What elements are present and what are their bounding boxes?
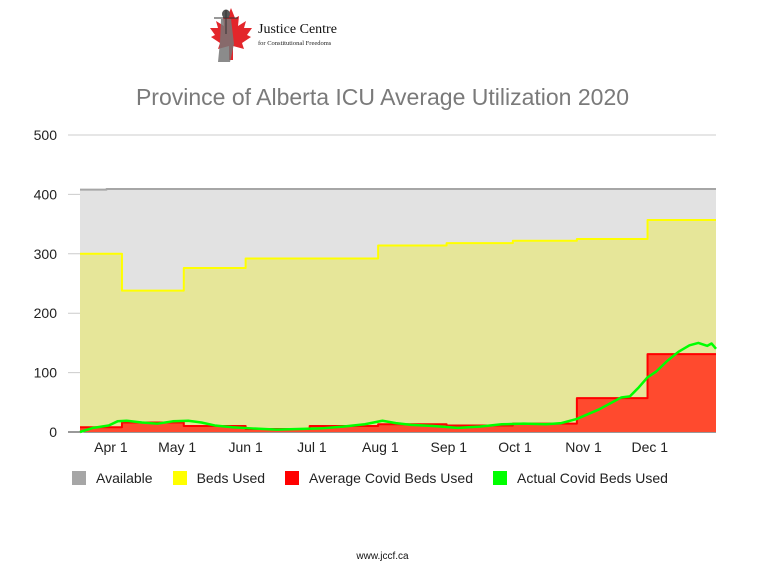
legend-swatch bbox=[285, 471, 300, 485]
legend-label: Actual Covid Beds Used bbox=[517, 470, 668, 486]
available-line bbox=[80, 188, 716, 191]
actual-covid-beds-used-line bbox=[79, 341, 717, 434]
legend-swatch bbox=[172, 471, 187, 485]
x-tick-label: Jun 1 bbox=[229, 439, 263, 455]
y-tick-label: 200 bbox=[34, 305, 58, 321]
legend-swatch bbox=[72, 471, 86, 485]
justice-maple-leaf-icon bbox=[210, 8, 252, 62]
y-tick-label: 300 bbox=[34, 246, 58, 262]
x-tick-label: Jul 1 bbox=[297, 439, 327, 455]
logo-title: Justice Centre bbox=[258, 22, 337, 37]
x-tick-label: Oct 1 bbox=[498, 439, 532, 455]
average-covid-beds-used-area bbox=[80, 354, 716, 432]
justice-centre-logo: Justice Centre for Constitutional Freedo… bbox=[204, 4, 364, 64]
x-tick-label: Sep 1 bbox=[430, 439, 467, 455]
footer-url: www.jccf.ca bbox=[356, 551, 409, 562]
legend-label: Average Covid Beds Used bbox=[309, 470, 473, 486]
x-tick-label: Apr 1 bbox=[94, 439, 128, 455]
y-tick-label: 100 bbox=[34, 365, 58, 381]
legend-swatch bbox=[493, 471, 507, 485]
beds-used-line bbox=[80, 218, 716, 292]
y-tick-label: 400 bbox=[34, 186, 58, 202]
x-tick-label: Aug 1 bbox=[362, 439, 399, 455]
legend-label: Beds Used bbox=[196, 470, 266, 486]
legend-item-average-covid-beds-used: Average Covid Beds Used bbox=[285, 470, 473, 486]
icu-utilization-chart: 0 100 200 300 400 500 Apr 1 May 1 Jun 1 Jul 1 Aug … bbox=[34, 127, 717, 455]
legend-label: Available bbox=[96, 470, 153, 486]
average-covid-beds-used-line bbox=[80, 353, 716, 431]
legend-item-available: Available bbox=[72, 470, 153, 486]
chart-title: Province of Alberta ICU Average Utilizat… bbox=[135, 84, 630, 110]
legend-item-beds-used: Beds Used bbox=[172, 470, 266, 486]
legend-item-actual-covid-beds-used: Actual Covid Beds Used bbox=[493, 470, 668, 486]
chart-legend: Available Beds Used Average Covid Beds Use… bbox=[72, 470, 688, 486]
logo-tagline: for Constitutional Freedoms bbox=[258, 40, 332, 47]
y-tick-label: 500 bbox=[34, 127, 58, 143]
y-tick-label: 0 bbox=[49, 424, 57, 440]
x-tick-label: Dec 1 bbox=[631, 439, 668, 455]
x-tick-label: May 1 bbox=[158, 439, 196, 455]
beds-used-area bbox=[80, 219, 716, 432]
x-tick-label: Nov 1 bbox=[565, 439, 602, 455]
